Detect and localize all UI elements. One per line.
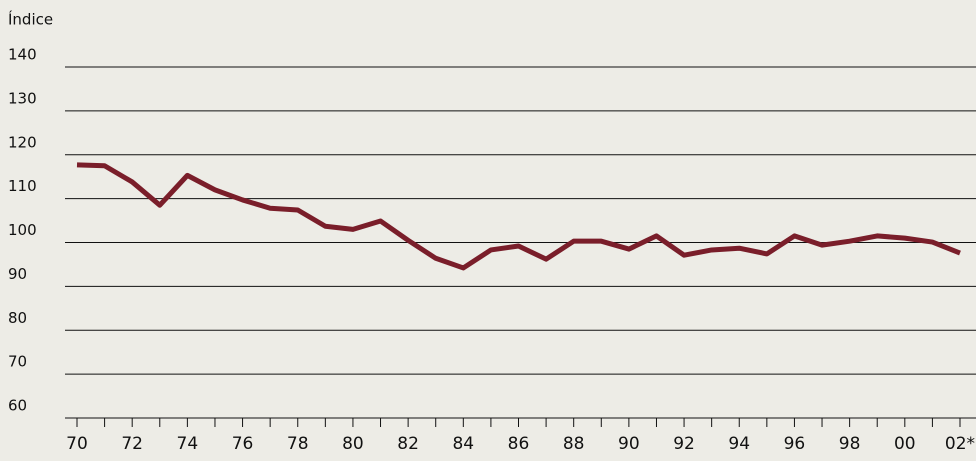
x-tick-label: 90 [618,434,640,454]
x-tick-label: 00 [894,434,916,454]
y-tick-label: 110 [8,177,37,195]
y-tick-label: 80 [8,309,27,327]
x-tick-label: 82 [397,434,419,454]
x-tick-label: 74 [177,434,199,454]
x-tick-label: 88 [563,434,585,454]
x-tick-label: 98 [839,434,861,454]
y-tick-label: 100 [8,221,37,239]
x-tick-label: 80 [342,434,364,454]
x-tick-label: 02* [945,434,975,454]
y-tick-label: 60 [8,397,27,415]
y-axis-label: Índice [8,10,53,29]
line-series [76,162,961,271]
x-tick-label: 86 [508,434,530,454]
x-tick-label: 70 [66,434,88,454]
x-tick-label: 94 [728,434,750,454]
x-tick-label: 78 [287,434,309,454]
y-tick-label: 90 [8,265,27,283]
x-tick-label: 92 [673,434,695,454]
y-tick-label: 130 [8,89,37,107]
y-tick-label: 140 [8,46,37,64]
x-tick-label: 96 [784,434,806,454]
x-tick-label: 72 [121,434,143,454]
x-tick-label: 76 [232,434,254,454]
y-tick-label: 120 [8,133,37,151]
y-tick-label: 70 [8,353,27,371]
x-tick-label: 84 [452,434,474,454]
